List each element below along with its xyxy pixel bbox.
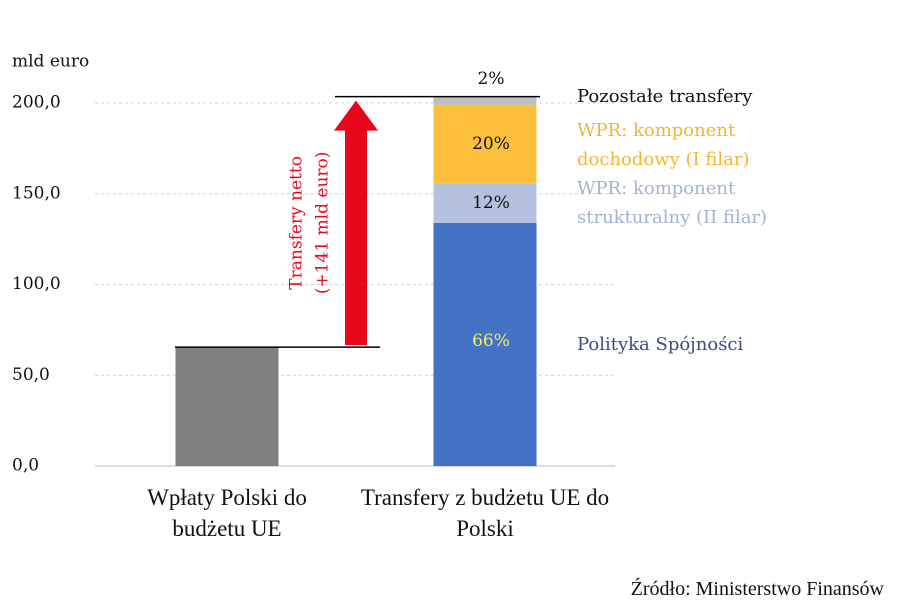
arrow [334, 100, 378, 346]
y-axis-label: mld euro [12, 52, 89, 72]
y-tick-label: 150,0 [12, 183, 61, 203]
annotation-line: (+141 mld euro) [313, 152, 333, 295]
y-tick-label: 0,0 [12, 456, 39, 476]
x-tick-label: Transfery z budżetu UE do Polski [360, 485, 610, 541]
share-label: 66% [472, 331, 510, 351]
bar-segment [175, 347, 279, 466]
annotation-line: Transfery netto [287, 156, 307, 290]
share-label: 2% [478, 69, 505, 89]
bar-segment [433, 183, 537, 223]
y-tick-label: 200,0 [12, 93, 61, 113]
bar-segment [433, 222, 537, 466]
legend-entry: WPR: komponent strukturalny (II filar) [577, 178, 768, 229]
legend-entry: Pozostałe transfery [577, 86, 753, 108]
y-tick-label: 100,0 [12, 274, 61, 294]
x-tick-label: Wpłaty Polski do budżetu UE [147, 485, 307, 541]
bar-segment [433, 96, 537, 106]
annotation: Transfery netto (+141 mld euro) [287, 152, 333, 295]
y-tick-label: 50,0 [12, 365, 50, 385]
legend-entry: Polityka Spójności [577, 333, 744, 355]
share-label: 20% [472, 134, 510, 154]
bar-segment [433, 105, 537, 184]
share-label: 12% [472, 193, 510, 213]
source: Źródło: Ministerstwo Finansów [630, 578, 884, 600]
legend-entry: WPR: komponent dochodowy (I filar) [577, 119, 750, 170]
